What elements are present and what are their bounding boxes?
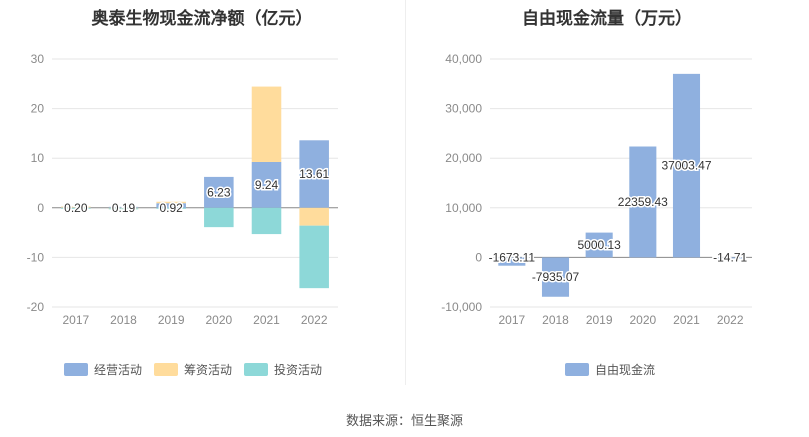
data-label: -7935.07 (532, 270, 580, 284)
legend-label: 投资活动 (274, 361, 322, 378)
legend-item[interactable]: 经营活动 (64, 361, 142, 378)
x-tick-label: 2022 (717, 313, 744, 327)
data-label: -14.71 (713, 250, 747, 264)
data-source-note: 数据来源：恒生聚源 (0, 410, 809, 429)
legend-swatch (64, 363, 88, 376)
y-tick-label: 40,000 (445, 52, 482, 66)
legend-label: 经营活动 (94, 361, 142, 378)
legend-swatch (244, 363, 268, 376)
legend-item[interactable]: 投资活动 (244, 361, 322, 378)
legend-label: 自由现金流 (595, 361, 655, 378)
data-label: -1673.11 (489, 250, 536, 264)
y-tick-label: 10,000 (445, 201, 482, 215)
x-tick-label: 2017 (498, 313, 525, 327)
legend-swatch (154, 363, 178, 376)
data-label: 22359.43 (618, 195, 668, 209)
x-tick-label: 2020 (629, 313, 656, 327)
right-chart-legend: 自由现金流 (565, 360, 667, 378)
y-tick-label: 20,000 (445, 151, 482, 165)
data-label: 37003.47 (661, 159, 711, 173)
left-chart-legend: 经营活动 筹资活动 投资活动 (64, 360, 334, 378)
y-tick-label: 0 (475, 250, 482, 264)
legend-item[interactable]: 自由现金流 (565, 361, 655, 378)
legend-swatch (565, 363, 589, 376)
x-tick-label: 2019 (586, 313, 613, 327)
y-tick-label: -10,000 (441, 300, 482, 314)
right-chart-plot: -10,000 0 10,000 20,000 30,000 40,000 2017 2018… (0, 0, 809, 340)
x-tick-label: 2021 (673, 313, 700, 327)
legend-item[interactable]: 筹资活动 (154, 361, 232, 378)
y-tick-label: 30,000 (445, 102, 482, 116)
data-label: 5000.13 (577, 238, 621, 252)
legend-label: 筹资活动 (184, 361, 232, 378)
x-tick-label: 2018 (542, 313, 569, 327)
